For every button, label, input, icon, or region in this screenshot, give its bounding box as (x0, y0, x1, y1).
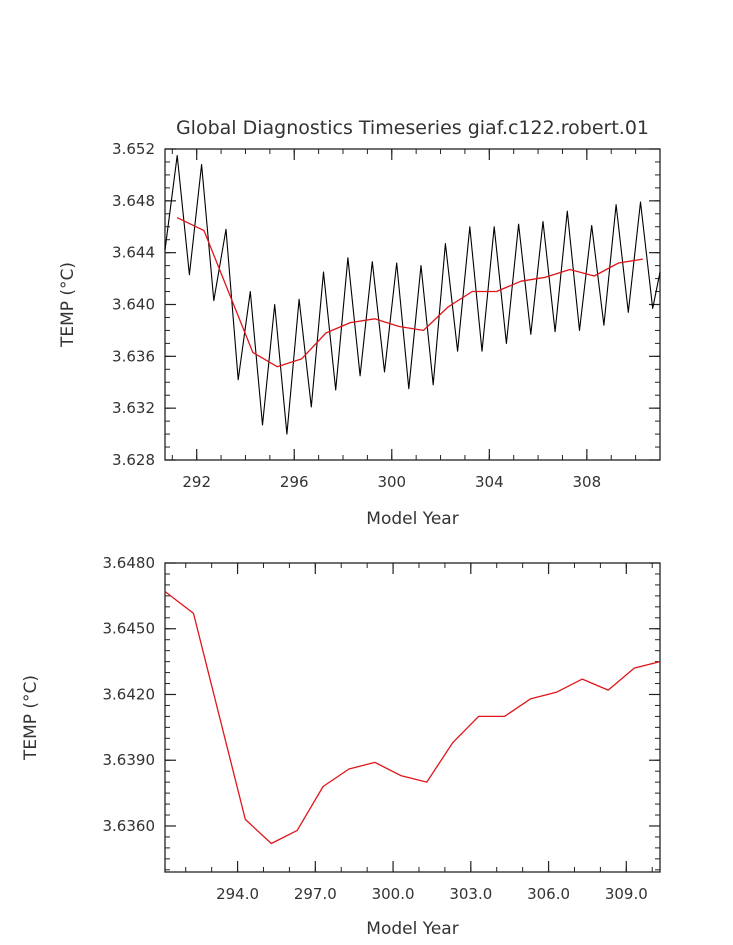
y-tick-label: 3.6450 (103, 620, 156, 638)
bottom-annual-mean-panel: 294.0 297.0 300.0 303.0 306.0 309.0 3.6360 3.63… (21, 554, 661, 939)
series-line-0 (164, 154, 661, 435)
x-tick-label: 303.0 (449, 885, 492, 903)
y-axis-label: TEMP (°C) (58, 262, 78, 348)
x-tick-label: 300.0 (372, 885, 415, 903)
x-axis-label: Model Year (366, 509, 458, 529)
series-line-1 (176, 217, 644, 368)
y-tick-label: 3.6420 (103, 685, 156, 703)
x-tick-label: 309.0 (605, 885, 648, 903)
top-timeseries-panel: 292 296 300 304 308 3.628 3.632 3.636 3.640 3.644… (58, 117, 661, 529)
y-tick-label: 3.6360 (103, 817, 156, 835)
x-axis-label: Model Year (366, 919, 458, 939)
x-tick-label: 292 (182, 473, 211, 491)
x-tick-label: 306.0 (527, 885, 570, 903)
plot-frame (164, 562, 661, 873)
x-tick-label: 297.0 (294, 885, 337, 903)
x-tick-label: 308 (573, 473, 602, 491)
y-tick-label: 3.636 (112, 347, 155, 365)
x-tick-label: 300 (377, 473, 406, 491)
y-tick-label: 3.628 (112, 451, 155, 469)
y-tick-label: 3.632 (112, 399, 155, 417)
y-tick-label: 3.6480 (103, 554, 156, 572)
plot-frame (164, 148, 661, 461)
y-tick-label: 3.6390 (103, 751, 156, 769)
x-tick-label: 296 (280, 473, 309, 491)
series-line-0 (164, 590, 661, 845)
chart-title: Global Diagnostics Timeseries giaf.c122.… (176, 117, 649, 139)
x-tick-label: 304 (475, 473, 504, 491)
y-tick-label: 3.648 (112, 192, 155, 210)
y-tick-label: 3.640 (112, 296, 155, 314)
x-tick-label: 294.0 (216, 885, 259, 903)
y-axis-label: TEMP (°C) (21, 675, 41, 761)
y-tick-label: 3.652 (112, 140, 155, 158)
y-tick-label: 3.644 (112, 244, 155, 262)
